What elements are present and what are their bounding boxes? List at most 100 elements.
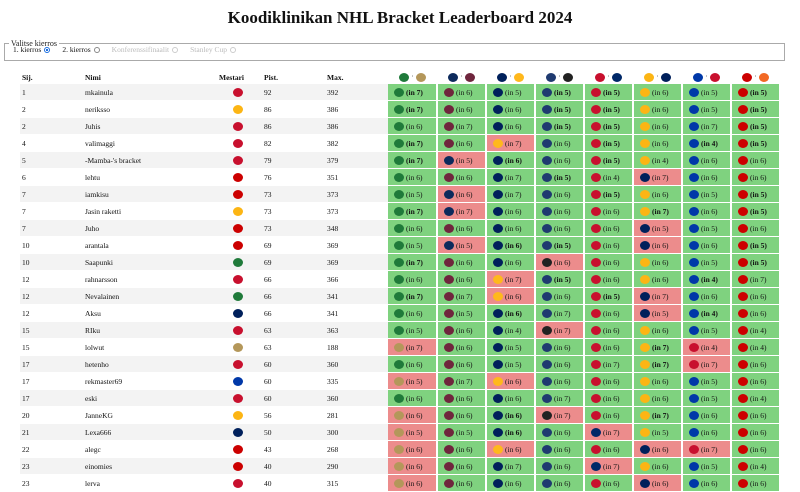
- car-logo-icon: [738, 325, 748, 335]
- cell-points: 82: [262, 134, 325, 152]
- pick-cell: (in 6): [437, 253, 487, 271]
- pick-games: (in 5): [505, 87, 522, 97]
- table-row: 17 eski 60 360 (in 6) (in 6) (in 6) (in 7) (in 6…: [20, 389, 781, 407]
- table-row: 7 Jasin raketti 73 373 (in 7) (in 7) (in 6) (in…: [20, 202, 781, 220]
- pick-cell: (in 6): [437, 457, 487, 475]
- cell-champion: [217, 134, 262, 152]
- pick-cell: (in 7): [584, 457, 634, 475]
- pick-games: (in 5): [505, 359, 522, 369]
- cell-name: valimaggi: [83, 134, 217, 152]
- cell-champion: [217, 84, 262, 101]
- pick-games: (in 7): [603, 359, 620, 369]
- cell-points: 40: [262, 474, 325, 492]
- nyi-logo-icon: [758, 72, 769, 82]
- pick-cell: (in 5): [731, 84, 781, 101]
- cell-name: mkainula: [83, 84, 217, 101]
- cell-max: 369: [325, 236, 388, 254]
- pick-cell: (in 5): [682, 372, 732, 390]
- pick-games: (in 6): [701, 240, 718, 250]
- pick-cell: (in 7): [584, 423, 634, 441]
- pick-games: (in 6): [456, 274, 473, 284]
- round-radio[interactable]: [44, 46, 51, 53]
- pick-games: (in 6): [701, 172, 718, 182]
- pick-games: (in 6): [652, 87, 669, 97]
- pick-games: (in 4): [750, 325, 767, 335]
- cell-champion: [217, 372, 262, 390]
- cell-champion: [217, 423, 262, 441]
- vgk-logo-icon: [415, 72, 426, 82]
- tor-logo-icon: [640, 308, 650, 318]
- cell-name: rekmaster69: [83, 372, 217, 390]
- pick-cell: (in 7): [388, 100, 438, 118]
- pick-cell: (in 6): [633, 321, 683, 339]
- pick-cell: (in 6): [584, 338, 634, 356]
- dal-logo-icon: [233, 257, 243, 267]
- pick-cell: (in 6): [731, 304, 781, 322]
- fla-logo-icon: [233, 87, 243, 97]
- pick-games: (in 7): [554, 325, 571, 335]
- pick-cell: (in 5): [731, 202, 781, 220]
- pick-cell: (in 6): [388, 219, 438, 237]
- round-option-1[interactable]: 1. kierros: [13, 45, 51, 54]
- bos-logo-icon: [640, 189, 650, 199]
- bos-logo-icon: [640, 257, 650, 267]
- pick-cell: (in 6): [682, 151, 732, 169]
- round-option-2[interactable]: 2. kierros: [62, 45, 100, 54]
- pick-games: (in 7): [701, 444, 718, 454]
- round-radio[interactable]: [93, 46, 100, 53]
- pick-cell: (in 5): [731, 100, 781, 118]
- fla-logo-icon: [591, 274, 601, 284]
- pick-cell: (in 6): [437, 100, 487, 118]
- nyr-logo-icon: [689, 121, 699, 131]
- bos-logo-icon: [640, 376, 650, 386]
- fla-logo-icon: [591, 325, 601, 335]
- pick-cell: (in 6): [486, 100, 536, 118]
- pick-cell: (in 6): [388, 270, 438, 288]
- pick-cell: (in 7): [535, 321, 585, 339]
- pick-cell: (in 6): [388, 457, 438, 475]
- bos-logo-icon: [640, 461, 650, 471]
- pick-cell: (in 7): [682, 117, 732, 135]
- tor-logo-icon: [640, 172, 650, 182]
- pick-cell: (in 6): [437, 474, 487, 492]
- pick-cell: (in 5): [535, 236, 585, 254]
- car-logo-icon: [233, 223, 243, 233]
- cell-name: Juho: [83, 219, 217, 237]
- pick-cell: (in 5): [388, 185, 438, 203]
- pick-cell: (in 5): [486, 355, 536, 373]
- pick-cell: (in 6): [633, 270, 683, 288]
- pick-games: (in 6): [456, 104, 473, 114]
- pick-games: (in 4): [701, 342, 718, 352]
- pick-cell: (in 6): [584, 202, 634, 220]
- pick-games: (in 7): [554, 393, 571, 403]
- pick-games: (in 6): [701, 206, 718, 216]
- van-logo-icon: [493, 121, 503, 131]
- edm-logo-icon: [542, 104, 552, 114]
- cell-rank: 2: [20, 100, 83, 118]
- cell-rank: 15: [20, 321, 83, 339]
- pick-cell: (in 5): [682, 457, 732, 475]
- table-row: 17 rekmaster69 60 335 (in 5) (in 7) (in 6) (in …: [20, 372, 781, 390]
- pick-cell: (in 6): [731, 423, 781, 441]
- edm-logo-icon: [542, 291, 552, 301]
- car-logo-icon: [738, 291, 748, 301]
- cell-max: 351: [325, 168, 388, 186]
- table-row: 17 hetenho 60 360 (in 6) (in 6) (in 5) (in 6) (i…: [20, 355, 781, 373]
- fla-logo-icon: [591, 359, 601, 369]
- pick-cell: (in 6): [584, 270, 634, 288]
- nyr-logo-icon: [689, 257, 699, 267]
- pick-games: (in 6): [554, 138, 571, 148]
- cell-points: 69: [262, 236, 325, 254]
- pick-cell: (in 6): [633, 457, 683, 475]
- van-logo-icon: [233, 427, 243, 437]
- pick-games: (in 7): [603, 427, 620, 437]
- fla-logo-icon: [591, 410, 601, 420]
- fla-logo-icon: [233, 138, 243, 148]
- round-option-3: Konferenssifinaalit: [112, 45, 179, 54]
- col-logo-icon: [444, 410, 454, 420]
- pick-cell: (in 6): [388, 168, 438, 186]
- pick-cell: (in 5): [584, 117, 634, 135]
- vgk-logo-icon: [394, 410, 404, 420]
- pick-games: (in 5): [701, 257, 718, 267]
- table-row: 15 lolwut 63 188 (in 7) (in 6) (in 5) (in 6) (in…: [20, 338, 781, 356]
